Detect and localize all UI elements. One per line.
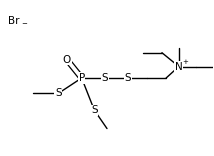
Text: S: S: [125, 73, 131, 83]
Text: N: N: [175, 61, 183, 71]
Text: P: P: [79, 73, 85, 83]
Text: −: −: [21, 21, 27, 27]
Text: S: S: [55, 88, 62, 98]
Text: S: S: [91, 105, 98, 115]
Text: +: +: [182, 59, 188, 65]
Text: Br: Br: [8, 16, 19, 26]
Text: S: S: [102, 73, 108, 83]
Text: O: O: [63, 55, 71, 65]
